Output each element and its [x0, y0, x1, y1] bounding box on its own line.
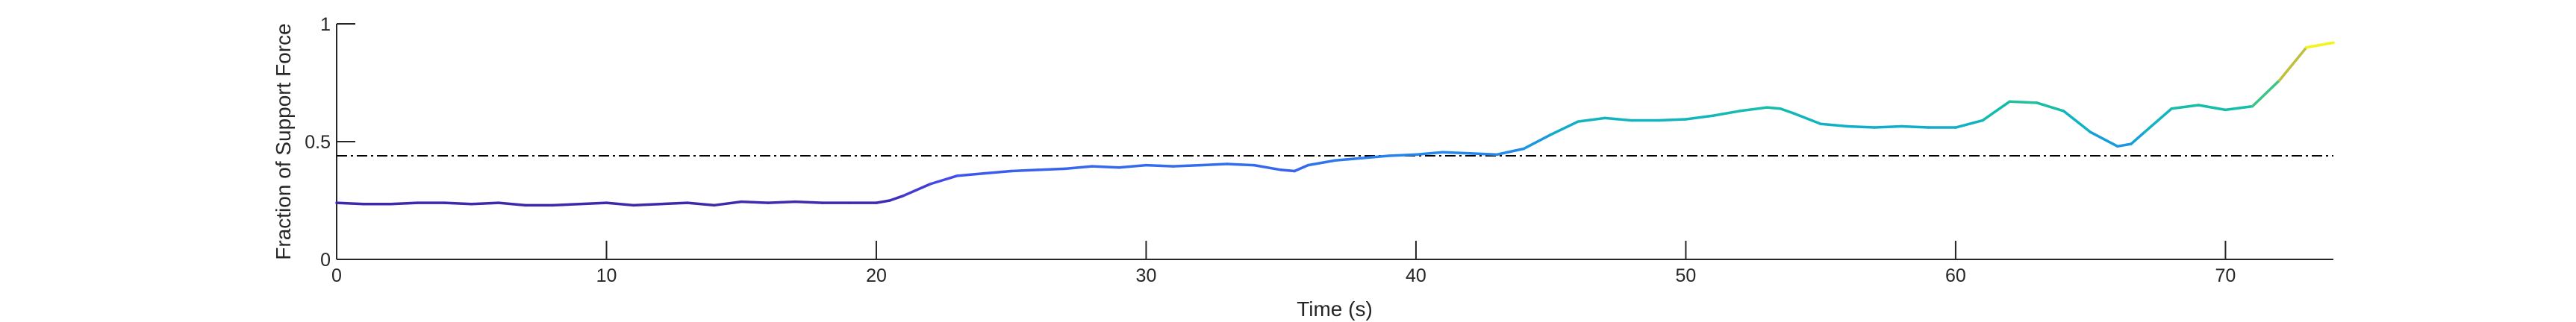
axes — [336, 24, 2333, 260]
series-segment — [888, 194, 905, 202]
series-segment — [2116, 142, 2133, 148]
series-segment — [2170, 104, 2201, 110]
series-segment — [2035, 101, 2065, 113]
series-segment — [1873, 124, 1903, 129]
series-segment — [1091, 165, 1121, 169]
series-segment — [497, 201, 527, 207]
x-axis-title: Time (s) — [1297, 297, 1373, 321]
series-segment — [389, 201, 420, 206]
y-axis-title: Fraction of Support Force — [272, 23, 295, 259]
series-segment — [2089, 130, 2119, 148]
y-tick-label: 0.5 — [305, 132, 331, 153]
series-segment — [1792, 112, 1822, 126]
series-segment — [793, 200, 824, 204]
series-segment — [1037, 167, 1067, 171]
x-ticks: 0 10 20 30 40 50 60 70 — [331, 241, 2236, 286]
series-segment — [1577, 116, 1606, 123]
x-tick-label: 0 — [331, 265, 342, 286]
x-tick-label: 20 — [866, 265, 887, 286]
series-segment — [1468, 152, 1499, 157]
series-segment — [2224, 104, 2254, 112]
series-segment — [1388, 153, 1418, 157]
series-segment — [1253, 163, 1282, 171]
series-segment — [902, 183, 932, 198]
x-tick-label: 70 — [2215, 265, 2236, 286]
series-segment — [1306, 159, 1337, 167]
series-segment — [929, 174, 959, 186]
series-segment — [713, 200, 743, 207]
series-segment — [1711, 110, 1741, 117]
series-segment — [1819, 122, 1850, 128]
series-segment — [1779, 107, 1795, 115]
series-segment — [1279, 168, 1297, 173]
series-segment — [1657, 118, 1688, 122]
y-ticks: 00.51 — [305, 14, 355, 271]
series-segment — [1064, 165, 1094, 171]
x-tick-label: 40 — [1406, 265, 1426, 286]
series-segment — [767, 200, 797, 204]
series-segment — [686, 201, 716, 207]
series-segment — [1333, 157, 1364, 162]
series-segment — [1684, 114, 1715, 121]
series-segment — [2143, 107, 2173, 134]
series-segment — [335, 201, 365, 206]
series-segment — [955, 171, 986, 177]
y-tick-label: 1 — [320, 14, 331, 35]
series-segment — [1846, 124, 1877, 129]
series-segment — [1117, 163, 1148, 169]
series-segment — [2130, 130, 2146, 145]
y-tick-label: 0 — [320, 250, 331, 271]
series-segment — [1900, 124, 1930, 129]
series-segment — [1981, 100, 2011, 122]
series-segment — [1009, 168, 1040, 173]
series-segment — [1549, 120, 1579, 136]
series-segment — [1738, 106, 1768, 113]
series-segment — [470, 201, 500, 206]
series-segment — [659, 201, 689, 206]
series-segment — [605, 201, 635, 207]
series-segment — [1765, 106, 1782, 110]
series-segment — [1495, 147, 1526, 157]
series-line — [335, 41, 2335, 207]
series-segment — [1415, 151, 1444, 157]
series-segment — [1360, 154, 1391, 160]
series-segment — [631, 202, 662, 207]
series-segment — [1226, 162, 1256, 167]
series-segment — [1441, 151, 1471, 155]
series-segment — [875, 199, 891, 204]
series-segment — [2305, 41, 2335, 49]
series-segment — [1144, 163, 1175, 168]
x-tick-label: 50 — [1676, 265, 1697, 286]
series-segment — [2277, 45, 2308, 82]
x-tick-label: 60 — [1945, 265, 1966, 286]
series-segment — [443, 201, 473, 206]
series-segment — [1171, 163, 1202, 168]
series-segment — [2008, 100, 2039, 104]
series-segment — [2197, 104, 2227, 112]
series-segment — [1954, 119, 1984, 129]
series-segment — [2062, 110, 2092, 134]
series-segment — [578, 201, 608, 206]
series-segment — [1603, 116, 1633, 122]
series-segment — [551, 202, 581, 207]
series-segment — [982, 169, 1013, 175]
x-tick-label: 10 — [596, 265, 617, 286]
series-segment — [1293, 163, 1310, 173]
series-segment — [2251, 79, 2281, 108]
series-segment — [1522, 133, 1553, 151]
x-tick-label: 30 — [1136, 265, 1157, 286]
series-segment — [740, 200, 770, 204]
series-segment — [1199, 162, 1229, 167]
